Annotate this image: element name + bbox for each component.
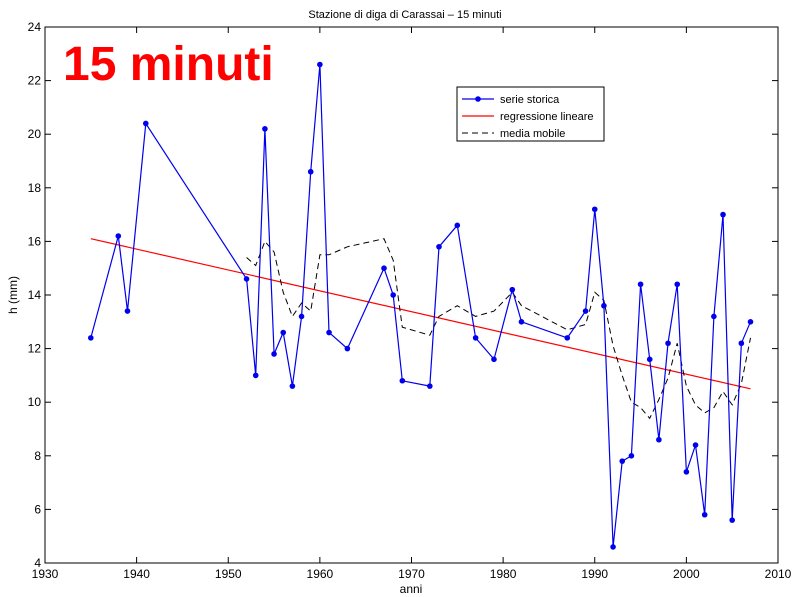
data-point: [344, 345, 351, 352]
y-tick-label: 14: [28, 288, 42, 302]
y-tick-label: 16: [28, 234, 42, 248]
overlay-title: 15 minuti: [63, 38, 274, 91]
data-point: [454, 222, 461, 229]
data-point: [628, 453, 635, 459]
y-tick-label: 8: [34, 449, 41, 463]
data-point: [243, 276, 250, 282]
y-tick-label: 10: [28, 395, 42, 409]
y-tick-label: 20: [28, 127, 42, 141]
data-point: [307, 168, 314, 175]
data-point: [747, 319, 754, 325]
data-point: [252, 372, 259, 379]
x-tick-label: 1990: [581, 567, 608, 581]
x-tick-label: 2000: [673, 567, 700, 581]
legend-label: regressione lineare: [500, 111, 594, 123]
x-tick-label: 1940: [123, 567, 150, 581]
series-layer: [88, 61, 754, 550]
data-point: [711, 313, 717, 320]
data-point: [491, 356, 497, 363]
y-tick-label: 6: [34, 502, 41, 516]
data-point: [317, 61, 323, 68]
data-point: [619, 458, 626, 464]
x-tick-label: 1980: [490, 567, 517, 581]
data-point: [298, 313, 305, 320]
series-line-dashed: [246, 238, 751, 420]
x-tick-label: 1960: [307, 567, 334, 581]
data-point: [729, 517, 735, 523]
data-point: [88, 335, 94, 341]
x-tick-label: 1930: [32, 567, 59, 581]
data-point: [518, 319, 525, 325]
data-point: [472, 335, 479, 341]
x-tick-label: 1950: [215, 567, 242, 581]
data-point: [262, 126, 268, 132]
data-point: [509, 286, 516, 293]
data-point: [692, 442, 699, 448]
data-point: [564, 335, 571, 341]
legend-marker: [475, 96, 481, 102]
data-point: [326, 329, 332, 336]
x-axis-label: anni: [400, 582, 423, 596]
legend: serie storica regressione lineare media mo…: [456, 86, 605, 142]
data-point: [124, 308, 131, 314]
data-point: [142, 120, 149, 127]
y-tick-label: 4: [34, 556, 41, 570]
data-point: [720, 211, 726, 218]
chart-title: Stazione di diga di Carassai – 15 minuti: [308, 9, 501, 21]
y-tick-label: 24: [28, 20, 42, 34]
data-point: [601, 302, 607, 309]
axis-ticks: [44, 26, 779, 564]
data-point: [656, 436, 662, 443]
data-point: [701, 511, 708, 518]
data-point: [390, 292, 396, 298]
data-point: [381, 265, 387, 272]
data-point: [646, 356, 653, 363]
series-line-line-markers: [90, 64, 752, 547]
y-tick-label: 18: [28, 181, 42, 195]
data-point: [427, 383, 433, 389]
data-point: [399, 377, 406, 384]
y-tick-label: 22: [28, 74, 42, 88]
x-tick-label: 2010: [765, 567, 792, 581]
y-tick-label: 12: [28, 342, 42, 356]
data-point: [738, 340, 745, 347]
series-line-line: [90, 238, 751, 390]
data-point: [674, 281, 681, 288]
x-tick-label: 1970: [398, 567, 425, 581]
data-point: [683, 469, 690, 475]
y-axis-label: h (mm): [6, 276, 20, 314]
axis-tick-labels: 1930 1940 1950 1960 1970 1980 1990 2000 20104681…: [28, 20, 792, 581]
data-point: [436, 243, 442, 250]
data-point: [610, 544, 616, 550]
legend-box: [456, 86, 605, 142]
plot-area: [44, 26, 779, 564]
data-point: [591, 206, 598, 213]
data-point: [289, 383, 296, 389]
data-point: [582, 308, 589, 314]
data-point: [271, 351, 277, 357]
data-point: [665, 340, 671, 347]
legend-label: media mobile: [500, 128, 565, 140]
data-point: [115, 233, 122, 239]
data-point: [637, 281, 644, 288]
data-point: [280, 329, 287, 336]
legend-label: serie storica: [500, 94, 560, 106]
